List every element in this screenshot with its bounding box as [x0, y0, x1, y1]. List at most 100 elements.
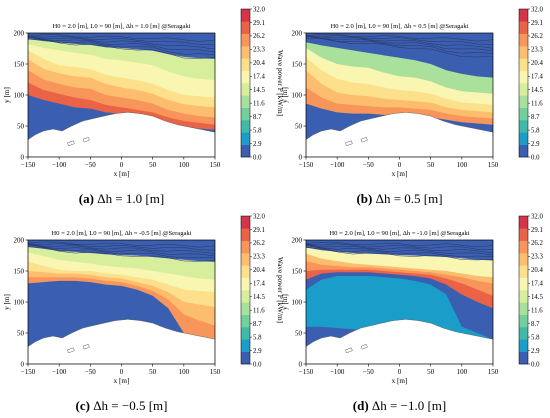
- contour-line: [306, 243, 493, 256]
- colorbar-segment: [241, 95, 250, 108]
- colorbar-segment: [519, 33, 528, 47]
- colorbar-segment: [241, 58, 250, 71]
- colorbar-segment: [519, 9, 528, 22]
- colorbar-segment: [241, 107, 250, 121]
- colorbar-tick-label: 20.4: [253, 267, 265, 274]
- colorbar-tick-label: 11.6: [253, 307, 265, 314]
- colorbar: 0.0 2.9 5.8 8.7 11.6 14.5 17.4 20.4 23.3 26.2 29.1…: [240, 6, 284, 161]
- colorbar-segment: [241, 277, 250, 291]
- land-island: [28, 112, 215, 157]
- colorbar-tick-label: 17.4: [531, 74, 543, 81]
- x-tick-label: 50: [149, 368, 157, 376]
- colorbar-tick-label: 32.0: [253, 6, 265, 13]
- caption-text: Δh = −0.5 [m]: [90, 398, 168, 413]
- colorbar-segment: [519, 132, 528, 145]
- colorbar: 0.0 2.9 5.8 8.7 11.6 14.5 17.4 20.4 23.3 26.2 29.1…: [518, 213, 543, 368]
- subfigure-caption: (c) Δh = −0.5 [m]: [76, 398, 168, 413]
- colorbar-tick-label: 32.0: [253, 213, 265, 220]
- colorbar-tick-label: 2.9: [531, 348, 540, 355]
- colorbar-frame: [518, 8, 529, 158]
- contour-line: [306, 37, 493, 58]
- breakwater: [345, 140, 353, 147]
- colorbar-segment: [241, 339, 250, 352]
- y-tick-label: 200: [14, 237, 25, 245]
- colorbar-segment: [519, 70, 528, 84]
- breakwater: [82, 137, 90, 143]
- contour-line: [28, 243, 215, 254]
- x-axis-label: x [m]: [114, 377, 130, 385]
- colorbar-segment: [241, 144, 250, 158]
- x-axis-label: x [m]: [114, 170, 130, 178]
- colorbar-segment: [519, 46, 528, 59]
- colorbar-segment: [519, 351, 528, 365]
- colorbar-tick-label: 20.4: [531, 60, 543, 67]
- colorbar-tick-label: 26.2: [531, 240, 543, 247]
- breakwater: [345, 347, 353, 354]
- contour-line: [306, 34, 493, 42]
- land-island: [306, 319, 493, 364]
- y-tick-label: 50: [295, 330, 303, 338]
- colorbar-tick-label: 0.0: [253, 154, 262, 161]
- colorbar-segment: [241, 46, 250, 59]
- contour-field: [28, 240, 215, 364]
- colorbar-segment: [519, 216, 528, 229]
- x-tick-label: −100: [330, 368, 345, 376]
- panel-c: H0 = 2.0 [m], L0 = 90 [m], Δh = -0.5 [m]…: [3, 213, 284, 413]
- y-tick-label: 150: [292, 61, 303, 69]
- chart-title: H0 = 2.0 [m], L0 = 90 [m], Δh = -1.0 [m]…: [329, 230, 469, 237]
- contour-line: [306, 247, 493, 261]
- caption-text: Δh = 0.5 [m]: [372, 191, 442, 206]
- contour-line: [306, 243, 493, 254]
- colorbar-segment: [241, 265, 250, 278]
- x-tick-label: 0: [120, 368, 124, 376]
- caption-letter: (a): [79, 191, 94, 206]
- contour-line: [306, 35, 493, 52]
- y-tick-label: 100: [292, 92, 303, 100]
- colorbar-tick-label: 20.4: [531, 267, 543, 274]
- contour-line: [28, 243, 215, 251]
- colorbar-segment: [519, 265, 528, 278]
- contour-line: [28, 35, 215, 46]
- caption-letter: (c): [76, 398, 90, 413]
- contour-line: [306, 242, 493, 248]
- colorbar-label: Wave power P [kW/m]: [276, 50, 284, 116]
- x-tick-label: −150: [21, 161, 36, 169]
- contour-line: [28, 241, 215, 248]
- colorbar-segment: [519, 314, 528, 328]
- x-tick-label: −50: [85, 161, 96, 169]
- x-tick-label: −100: [330, 161, 345, 169]
- colorbar-tick-label: 14.5: [253, 87, 265, 94]
- x-tick-label: 0: [398, 368, 402, 376]
- colorbar: 0.0 2.9 5.8 8.7 11.6 14.5 17.4 20.4 23.3 26.2 29.1…: [518, 6, 543, 161]
- x-tick-label: 100: [179, 368, 190, 376]
- x-tick-label: 100: [457, 161, 468, 169]
- colorbar-segment: [519, 253, 528, 266]
- colorbar-segment: [241, 351, 250, 365]
- contour-line: [306, 35, 493, 45]
- colorbar-segment: [241, 70, 250, 84]
- colorbar-tick-label: 23.3: [253, 254, 265, 261]
- y-tick-label: 150: [292, 268, 303, 276]
- colorbar-tick-label: 11.6: [253, 100, 265, 107]
- x-tick-label: −100: [52, 368, 67, 376]
- contour-line: [28, 38, 215, 59]
- colorbar-tick-label: 32.0: [531, 213, 543, 220]
- x-tick-label: 150: [210, 368, 221, 376]
- colorbar-tick-label: 29.1: [253, 227, 265, 234]
- y-tick-label: 150: [14, 268, 25, 276]
- x-axis-label: x [m]: [392, 377, 408, 385]
- subfigure-caption: (b) Δh = 0.5 [m]: [356, 191, 442, 206]
- colorbar-tick-label: 23.3: [531, 47, 543, 54]
- panel-b: H0 = 2.0 [m], L0 = 90 [m], Δh = 0.5 [m] …: [281, 6, 543, 206]
- contour-line: [306, 245, 493, 258]
- caption-letter: (b): [356, 191, 372, 206]
- colorbar-segment: [519, 327, 528, 340]
- y-tick-label: 200: [292, 30, 303, 38]
- x-tick-label: 100: [457, 368, 468, 376]
- x-tick-label: −150: [299, 161, 314, 169]
- colorbar-label: Wave power P [kW/m]: [276, 257, 284, 323]
- y-tick-label: 0: [299, 361, 303, 369]
- y-tick-label: 150: [14, 61, 25, 69]
- colorbar-tick-label: 29.1: [531, 20, 543, 27]
